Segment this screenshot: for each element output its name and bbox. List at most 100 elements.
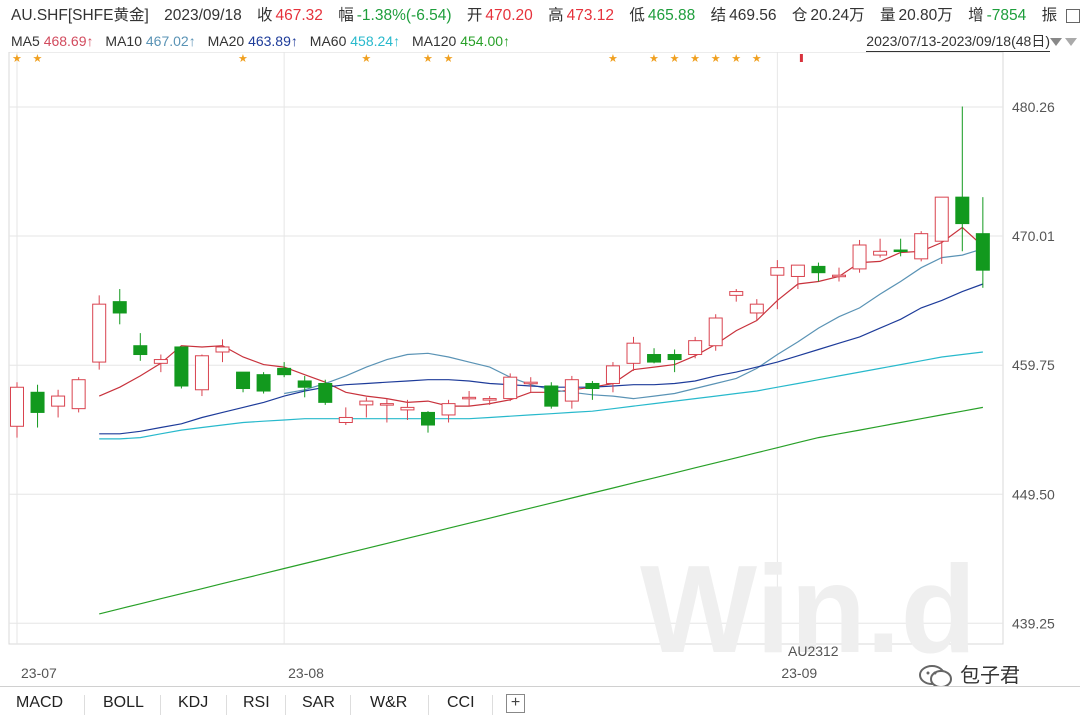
- star-icon: ★: [33, 52, 43, 65]
- date-label: 2023/09/18: [164, 7, 242, 24]
- candle-body: [647, 354, 662, 363]
- ma-line-ma60: [99, 351, 983, 440]
- y-axis: 480.26 470.01 459.75 449.50 439.25: [1012, 99, 1055, 631]
- candle-body: [626, 342, 641, 364]
- candle-body: [297, 380, 312, 388]
- tab-divider: [492, 695, 493, 715]
- star-icon: ★: [731, 52, 741, 65]
- tab-macd[interactable]: MACD: [16, 694, 64, 711]
- candle-body: [523, 381, 538, 385]
- add-indicator-button[interactable]: +: [506, 694, 525, 713]
- candle-body: [215, 346, 230, 353]
- plot-border: [8, 52, 1004, 645]
- x-tick-label: 23-08: [288, 665, 324, 681]
- candle-body: [462, 396, 477, 400]
- ma-line-ma120: [99, 406, 984, 615]
- candle-body: [564, 379, 579, 402]
- tab-divider: [226, 695, 227, 715]
- chart-grid: [8, 52, 1004, 645]
- candle-body: [873, 250, 888, 256]
- indicator-tab-bar: MACD BOLL KDJ RSI SAR W&R CCI +: [0, 686, 1080, 722]
- star-markers: ★ ★ ★ ★ ★ ★ ★ ★ ★ ★ ★ ★ ★: [12, 52, 803, 65]
- tab-divider: [428, 695, 429, 715]
- ma60-legend: MA60 458.24↑: [309, 33, 401, 49]
- candle-body: [934, 196, 949, 242]
- open-label: 开: [466, 7, 483, 24]
- y-tick-label: 470.01: [1012, 228, 1055, 244]
- ma5-value: 468.69↑: [43, 33, 94, 49]
- tab-divider: [285, 695, 286, 715]
- candle-body: [503, 376, 518, 400]
- symbol-label[interactable]: AU.SHF[SHFE黄金]: [11, 7, 149, 24]
- candle-body: [421, 411, 435, 426]
- volume-value: 20.80万: [898, 7, 953, 24]
- candle-body: [359, 400, 374, 406]
- ma10-legend: MA10 467.02↑: [105, 33, 196, 49]
- settle-value: 469.56: [729, 7, 777, 24]
- y-tick-label: 459.75: [1012, 357, 1055, 373]
- window-toggle-icon[interactable]: [1066, 9, 1080, 23]
- tab-rsi[interactable]: RSI: [243, 694, 270, 711]
- candles: [10, 106, 990, 438]
- candle-body: [92, 303, 107, 363]
- candle-body: [708, 317, 723, 347]
- tab-wr[interactable]: W&R: [370, 694, 408, 711]
- candle-body: [585, 382, 600, 390]
- candle-body: [770, 267, 785, 276]
- candle-body: [914, 233, 929, 260]
- star-icon: ★: [444, 52, 454, 65]
- ma10-value: 467.02↑: [145, 33, 196, 49]
- quote-header: AU.SHF[SHFE黄金] 2023/09/18 收 467.32 幅 -1.38…: [0, 0, 1080, 32]
- scroll-down-icon[interactable]: [1065, 38, 1077, 46]
- candle-body: [667, 354, 682, 361]
- oi-change-label: 增: [968, 7, 984, 24]
- x-tick-label: 23-07: [21, 665, 57, 681]
- x-tick-label: 23-09: [781, 665, 817, 681]
- high-value: 473.12: [566, 7, 615, 24]
- candle-body: [893, 249, 908, 253]
- star-icon: ★: [423, 52, 433, 65]
- star-icon: ★: [670, 52, 680, 65]
- high-label: 高: [548, 7, 564, 24]
- star-icon: ★: [238, 52, 248, 65]
- candle-body: [51, 395, 66, 407]
- candle-body: [338, 416, 353, 424]
- ma-legend: MA5 468.69↑ MA10 467.02↑ MA20 463.89↑ MA…: [0, 30, 1080, 52]
- contract-label: AU2312: [788, 643, 839, 659]
- volume-label: 量: [879, 7, 896, 24]
- settle-label: 结: [710, 7, 727, 24]
- ma120-value: 454.00↑: [460, 33, 511, 49]
- candle-body: [975, 233, 990, 271]
- star-icon: ★: [711, 52, 721, 65]
- watermark: Win.d: [640, 541, 976, 679]
- ma120-legend: MA120 454.00↑: [411, 33, 511, 49]
- date-range-selector[interactable]: 2023/07/13-2023/09/18(48日): [866, 31, 1050, 52]
- tab-cci[interactable]: CCI: [447, 694, 475, 711]
- close-value: 467.32: [275, 7, 323, 24]
- star-icon: ★: [608, 52, 618, 65]
- candle-body: [955, 196, 970, 225]
- ma-line-ma5: [98, 226, 984, 407]
- candle-body: [729, 291, 744, 296]
- open-value: 470.20: [485, 7, 533, 24]
- ma5-legend: MA5 468.69↑: [11, 33, 94, 49]
- oi-change-value: -7854: [986, 7, 1027, 24]
- candle-body: [379, 403, 394, 406]
- tab-boll[interactable]: BOLL: [103, 694, 144, 711]
- change-label: 幅: [338, 7, 354, 24]
- tab-kdj[interactable]: KDJ: [178, 694, 209, 711]
- ma20-value: 463.89↑: [248, 33, 298, 49]
- candle-body: [71, 379, 86, 410]
- chevron-down-icon[interactable]: [1050, 38, 1062, 46]
- tab-sar[interactable]: SAR: [302, 694, 335, 711]
- candle-body: [256, 374, 271, 392]
- low-value: 465.88: [647, 7, 696, 24]
- y-tick-label: 449.50: [1012, 486, 1055, 502]
- star-icon: ★: [649, 52, 659, 65]
- star-icon: ★: [361, 52, 371, 65]
- candle-body: [811, 265, 826, 274]
- ma20-legend: MA20 463.89↑: [207, 33, 298, 49]
- candlestick-chart[interactable]: Win.d ★ ★ ★ ★ ★ ★ ★ ★ ★ ★ ★ ★ ★ 480.26 470.01 459.75 44…: [0, 52, 1080, 686]
- y-tick-label: 439.25: [1012, 615, 1055, 631]
- candle-body: [605, 365, 620, 384]
